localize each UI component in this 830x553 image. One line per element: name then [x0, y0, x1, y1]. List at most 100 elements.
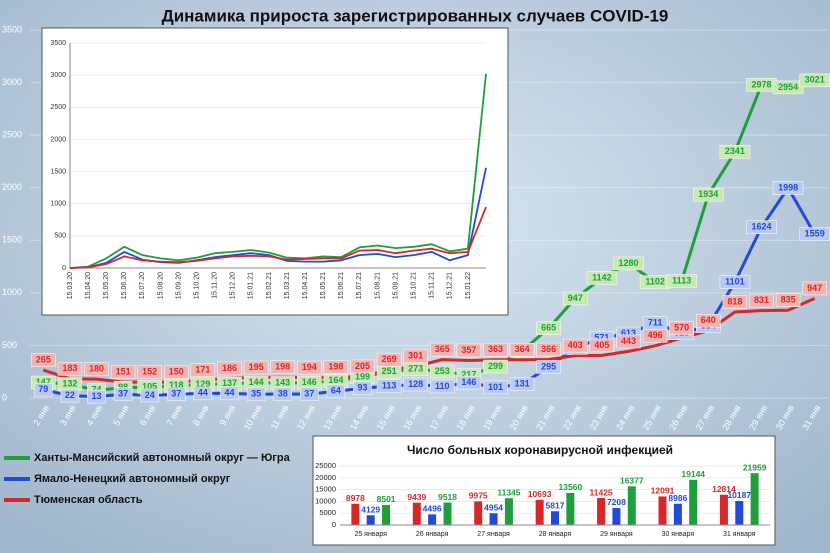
y-tick-label: 2000	[50, 136, 66, 143]
value-label-box	[430, 342, 455, 357]
value-label: 299	[488, 361, 503, 371]
value-label: 4954	[484, 503, 503, 513]
value-label: 93	[357, 383, 367, 393]
value-label-box	[536, 342, 561, 357]
value-label: 11345	[497, 487, 520, 497]
value-label: 21959	[743, 462, 767, 472]
value-label-box	[719, 145, 751, 159]
bar	[566, 492, 575, 525]
x-tick-label: 15.01.21	[248, 272, 255, 299]
value-label: 571	[594, 332, 609, 342]
y-tick-label: 500	[2, 340, 17, 350]
value-label: 13560	[559, 482, 583, 492]
value-label: 198	[275, 362, 290, 372]
x-tick-label: 28 января	[539, 531, 572, 538]
bar	[366, 515, 375, 525]
x-tick-label: 15.05.21	[320, 272, 327, 299]
value-label: 2978	[751, 79, 771, 89]
value-label: 12814	[712, 484, 736, 494]
value-label: 8501	[377, 494, 396, 504]
value-label: 44	[198, 388, 208, 398]
value-label: 164	[328, 375, 343, 385]
x-tick-label: 15.03.21	[284, 272, 291, 299]
x-tick-label: 15.11.21	[429, 272, 436, 299]
value-label-box	[193, 386, 213, 401]
value-label: 1998	[778, 182, 798, 192]
value-label: 183	[62, 363, 77, 373]
x-tick-label: 15.10.21	[410, 272, 417, 299]
value-label: 19144	[681, 469, 705, 479]
value-label: 37	[171, 388, 181, 398]
line-series	[69, 73, 487, 269]
value-label: 113	[382, 380, 397, 390]
value-label-box	[483, 359, 508, 374]
value-label: 1113	[672, 275, 691, 285]
value-label-box	[642, 329, 668, 343]
bar	[673, 503, 682, 525]
x-tick-label: 15.10.20	[193, 272, 200, 299]
value-label: 35	[251, 389, 261, 399]
value-label-box	[719, 275, 751, 289]
value-label: 16377	[620, 476, 644, 486]
value-label: 137	[222, 378, 237, 388]
bar	[474, 501, 483, 525]
value-label: 118	[169, 380, 184, 390]
value-label-box	[693, 187, 724, 202]
value-label: 1142	[592, 272, 612, 282]
y-tick-label: 1500	[2, 235, 22, 245]
y-tick-label: 3000	[50, 72, 66, 79]
value-label: 947	[807, 283, 822, 293]
bar	[612, 507, 621, 525]
y-tick-label: 15000	[315, 485, 336, 494]
y-tick-label: 1000	[50, 201, 66, 208]
value-label: 251	[382, 366, 397, 376]
x-tick-label: 15.09.21	[392, 272, 399, 299]
value-label: 8978	[346, 493, 365, 503]
value-label-box	[60, 388, 80, 403]
value-label: 199	[355, 371, 370, 381]
value-label: 357	[461, 345, 476, 355]
x-tick-label: 15.06.20	[121, 272, 128, 299]
value-label: 295	[541, 361, 556, 371]
y-tick-label: 500	[54, 233, 66, 240]
value-label: 7208	[607, 497, 626, 507]
value-label-box	[217, 361, 242, 376]
bar-panel	[312, 435, 776, 546]
value-label-box	[323, 360, 349, 374]
line-series	[69, 206, 487, 269]
x-tick-label: 15.06.21	[338, 272, 345, 299]
value-label: 835	[781, 295, 796, 305]
value-label-box	[430, 364, 455, 379]
value-label-box	[220, 386, 239, 401]
y-tick-label: 3000	[2, 77, 22, 87]
value-label-box	[669, 321, 694, 335]
value-label: 24	[145, 390, 155, 400]
value-label-box	[140, 388, 159, 403]
value-label: 105	[142, 381, 157, 391]
value-label-box	[666, 274, 697, 288]
value-label-box	[746, 220, 777, 234]
value-label-box	[87, 389, 106, 404]
bar	[489, 513, 498, 525]
value-label: 8986	[668, 493, 687, 503]
value-label: 150	[169, 367, 184, 377]
value-label-box	[456, 343, 482, 358]
value-label: 1934	[698, 189, 718, 199]
x-tick-label: 15.04.20	[85, 272, 92, 299]
value-label: 1559	[805, 228, 825, 238]
value-label-box	[326, 384, 346, 399]
y-tick-label: 2500	[2, 130, 22, 140]
legend-label: Ханты-Мансийский автономный округ — Югра	[34, 452, 291, 464]
value-label-box	[589, 338, 615, 353]
y-tick-label: 10000	[315, 496, 336, 505]
value-label-box	[613, 256, 644, 271]
y-tick-label: 1500	[50, 168, 66, 175]
value-label-box	[586, 271, 618, 285]
value-label-box	[246, 387, 266, 402]
bar	[443, 502, 452, 525]
value-label: 171	[195, 364, 210, 374]
bar	[735, 500, 744, 525]
value-label-box	[509, 342, 535, 357]
x-tick-label: 25 января	[354, 531, 387, 538]
value-label-box	[483, 380, 508, 395]
